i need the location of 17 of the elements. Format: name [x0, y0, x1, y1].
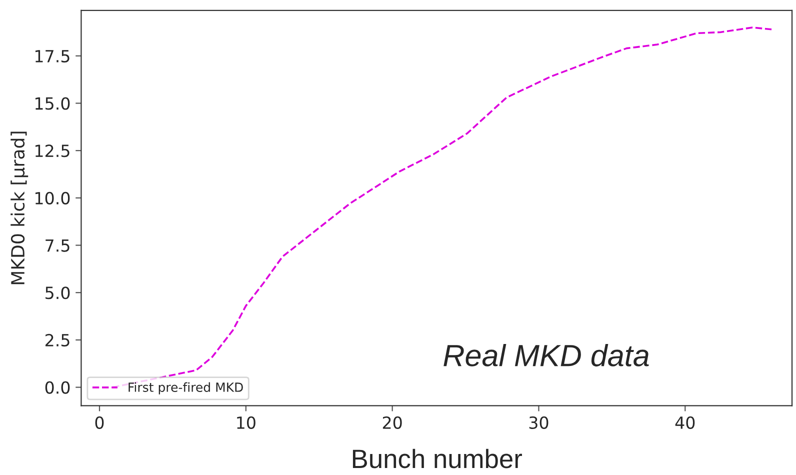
annotation: Real MKD data — [444, 344, 649, 366]
y-tick-label: 0.0 — [45, 381, 70, 394]
x-axis-title: Bunch number — [352, 448, 522, 468]
x-tick-label: 40 — [675, 416, 695, 429]
y-tick-label: 5.0 — [46, 286, 70, 300]
y-tick-label: 15.0 — [35, 97, 70, 110]
legend-label: First pre-fired MKD — [128, 382, 243, 394]
y-tick-label: 10.0 — [35, 192, 70, 204]
x-tick-label: 30 — [529, 416, 548, 429]
y-axis-title: MKD0 kick [μrad] — [10, 132, 28, 284]
x-tick-label: 0 — [95, 416, 104, 429]
y-tick-label: 7.5 — [46, 239, 70, 252]
x-tick-label: 10 — [237, 416, 256, 429]
x-tick-label: 20 — [382, 416, 402, 429]
y-tick-label: 17.5 — [35, 50, 70, 62]
y-tick-label: 12.5 — [35, 144, 70, 158]
y-tick-label: 2.5 — [45, 334, 70, 347]
